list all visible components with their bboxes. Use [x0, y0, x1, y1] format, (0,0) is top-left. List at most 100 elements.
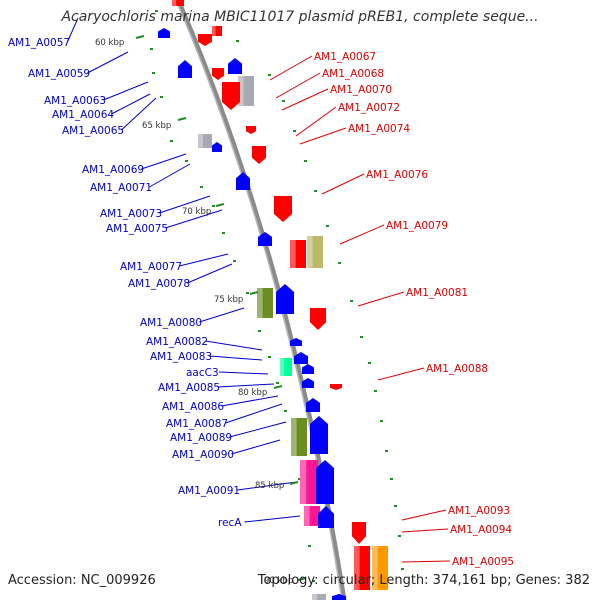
leader-line — [269, 55, 313, 81]
gene-label: AM1_A0074 — [348, 123, 410, 135]
backbone-arc — [175, 0, 347, 600]
ring-dot — [293, 130, 296, 132]
leader-line — [221, 395, 279, 407]
ring-dot — [185, 160, 188, 162]
gene-label: AM1_A0067 — [314, 51, 376, 63]
leader-line — [229, 421, 287, 438]
leader-line — [299, 127, 347, 145]
ring-dot — [390, 478, 393, 480]
gene-label: AM1_A0065 — [62, 125, 124, 137]
ring-dot — [236, 40, 239, 42]
ring-dot — [374, 390, 377, 392]
ring-dot — [394, 505, 397, 507]
leader-line — [281, 88, 329, 111]
gene-feature — [172, 0, 184, 6]
ring-dot — [233, 260, 236, 262]
topology-summary: Topology: circular; Length: 374,161 bp; … — [257, 573, 590, 588]
ring-dot — [246, 292, 249, 294]
gene-label: AM1_A0068 — [322, 68, 384, 80]
leader-line — [199, 307, 245, 323]
ring-dot — [368, 362, 371, 364]
gene-label: AM1_A0088 — [426, 363, 488, 375]
gene-label: AM1_A0059 — [28, 68, 90, 80]
leader-line — [225, 403, 283, 424]
ring-dot — [284, 410, 287, 412]
gene-feature — [212, 26, 222, 36]
ring-dot — [350, 300, 353, 302]
leader-line — [66, 17, 79, 43]
ring-dot — [152, 72, 155, 74]
gene-label: AM1_A0081 — [406, 287, 468, 299]
leader-line — [159, 195, 211, 214]
ring-dot — [160, 96, 163, 98]
gene-label: AM1_A0087 — [166, 418, 228, 430]
leader-line — [103, 81, 149, 101]
gene-label: AM1_A0089 — [170, 432, 232, 444]
gene-shine — [238, 76, 244, 106]
leader-line — [149, 163, 191, 188]
gene-shine — [212, 26, 216, 36]
gene-shine — [198, 134, 203, 148]
ring-dot — [338, 262, 341, 264]
gene-label: AM1_A0093 — [448, 505, 510, 517]
gene-label: AM1_A0079 — [386, 220, 448, 232]
gene-feature-reverse — [302, 378, 314, 388]
gene-feature-reverse — [178, 60, 192, 78]
leader-line — [275, 72, 321, 99]
ring-dot — [298, 478, 301, 480]
tick-label: 60 kbp — [95, 38, 124, 48]
gene-feature-reverse — [306, 398, 320, 412]
leader-line — [401, 560, 451, 563]
gene-feature-forward — [198, 34, 212, 46]
gene-label: AM1_A0090 — [172, 449, 234, 461]
backbone-arc-light — [175, 0, 343, 600]
gene-features — [158, 0, 388, 600]
ring-dot — [380, 420, 383, 422]
gene-label: AM1_A0063 — [44, 95, 106, 107]
gene-label: AM1_A0078 — [128, 278, 190, 290]
gene-feature-reverse — [332, 594, 346, 600]
leader-line — [339, 224, 385, 245]
gene-feature — [280, 358, 292, 376]
gene-label: AM1_A0077 — [120, 261, 182, 273]
tick-mark — [215, 203, 225, 207]
gene-label: AM1_A0086 — [162, 401, 224, 413]
leader-line — [187, 263, 233, 284]
gene-shine — [257, 288, 263, 318]
ring-dot — [314, 190, 317, 192]
gene-feature-reverse — [316, 460, 334, 504]
tick-mark — [289, 481, 299, 485]
gene-feature — [372, 546, 388, 590]
ring-dot — [304, 160, 307, 162]
tick-label: 85 kbp — [255, 481, 284, 491]
gene-feature-reverse — [236, 172, 250, 190]
gene-feature-reverse — [310, 416, 328, 454]
ring-dot — [312, 580, 315, 582]
tick-mark — [249, 291, 259, 295]
gene-feature-forward — [246, 126, 256, 134]
tick-label: 75 kbp — [214, 295, 243, 305]
gene-feature-forward — [310, 308, 326, 330]
tick-mark — [297, 577, 307, 581]
tick-mark — [135, 35, 145, 39]
ring-dot — [258, 330, 261, 332]
gene-label: aacC3 — [186, 367, 219, 379]
leader-line — [179, 253, 229, 267]
gene-label: AM1_A0075 — [106, 223, 168, 235]
ring-dot — [276, 382, 279, 384]
gene-shine — [304, 506, 310, 526]
gene-feature-forward — [330, 384, 342, 390]
leader-line — [87, 51, 129, 74]
gene-feature-forward — [352, 522, 366, 544]
feature-dots — [150, 10, 404, 582]
gene-feature-forward — [274, 196, 292, 222]
tick-marks: 60 kbp 65 kbp 70 kbp 75 kbp 80 kbp 85 kbp 90 k… — [95, 35, 307, 586]
gene-feature-reverse — [302, 364, 314, 374]
ring-dot — [268, 74, 271, 76]
gene-feature-forward — [252, 146, 266, 164]
leader-line — [209, 355, 263, 361]
ring-dot — [150, 48, 153, 50]
gene-label: AM1_A0070 — [330, 84, 392, 96]
gene-label: AM1_A0069 — [82, 164, 144, 176]
